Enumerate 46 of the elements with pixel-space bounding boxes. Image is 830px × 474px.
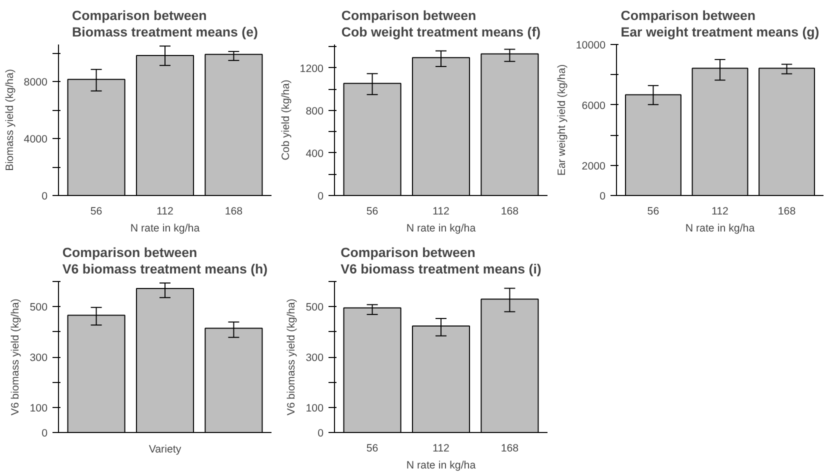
y-tick-label: 10000: [576, 40, 606, 52]
x-tick-label: 168: [500, 442, 519, 454]
x-axis-title: Variety: [148, 444, 182, 456]
x-tick-label: 56: [366, 442, 378, 454]
y-tick-label: 500: [306, 302, 324, 314]
x-tick-label: 112: [432, 206, 450, 218]
x-axis-title: N rate in kg/ha: [406, 460, 476, 472]
y-tick-label: 0: [318, 428, 324, 440]
chart-title: Comparison between V6 biomass treatment means (h): [62, 245, 268, 276]
x-axis-title: N rate in kg/ha: [130, 222, 200, 234]
y-axis-title: Cob yield (kg/ha): [280, 80, 292, 160]
y-tick-label: 0: [600, 190, 606, 202]
x-axis-title: N rate in kg/ha: [685, 222, 755, 234]
x-tick-label: 168: [500, 206, 519, 218]
y-axis-title: Ear weight yield (kg/ha): [556, 64, 568, 176]
x-tick-label: 112: [432, 442, 450, 454]
x-tick-label: 112: [156, 206, 174, 218]
y-axis-title: Biomass yield (kg/ha): [4, 69, 16, 171]
y-tick-label: 0: [42, 428, 48, 440]
y-tick-label: 300: [306, 352, 324, 364]
x-tick-label: 112: [712, 206, 729, 218]
y-tick-label: 500: [30, 302, 48, 314]
y-tick-label: 300: [30, 352, 48, 364]
x-tick-label: 56: [647, 206, 660, 218]
y-tick-label: 100: [306, 402, 324, 414]
x-tick-label: 168: [778, 206, 796, 218]
x-tick-label: 168: [224, 206, 243, 218]
y-tick-label: 0: [318, 190, 324, 202]
y-tick-label: 400: [306, 148, 324, 160]
y-tick-label: 0: [42, 190, 48, 202]
y-tick-label: 800: [306, 105, 324, 118]
x-tick-label: 56: [366, 206, 378, 218]
chart-title: Comparison between V6 biomass treatment means (i): [340, 245, 542, 276]
y-tick-label: 6000: [582, 100, 606, 112]
y-axis-title: V6 biomass yield (kg/ha): [10, 298, 22, 416]
x-axis-title: N rate in kg/ha: [406, 222, 476, 234]
y-axis-title: V6 biomass yield (kg/ha): [286, 298, 298, 416]
chart-title: Comparison between Ear weight treatment means (g): [620, 8, 820, 40]
chart-title: Comparison between Biomass treatment means (e): [72, 8, 258, 40]
y-tick-label: 1200: [300, 62, 324, 75]
y-tick-label: 100: [30, 402, 48, 414]
chart-title: Comparison between Cob weight treatment means (f): [341, 8, 541, 40]
y-tick-label: 8000: [24, 76, 48, 89]
x-tick-label: 56: [90, 206, 102, 218]
y-tick-label: 4000: [24, 134, 48, 146]
y-tick-label: 2000: [582, 160, 606, 172]
